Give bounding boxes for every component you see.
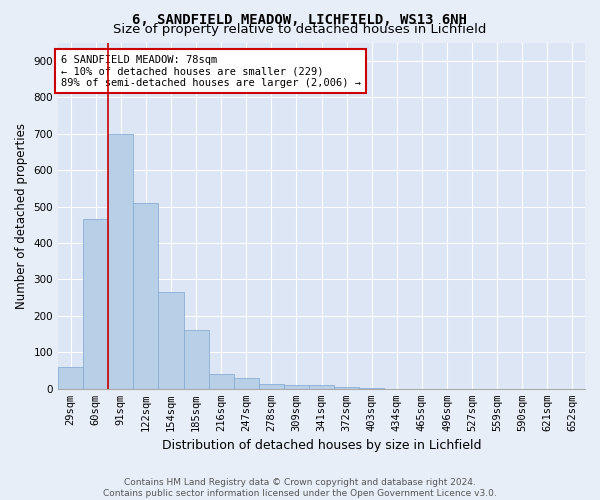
Bar	[108, 134, 133, 389]
Bar	[209, 374, 233, 389]
Bar	[158, 292, 184, 389]
Text: Contains HM Land Registry data © Crown copyright and database right 2024.
Contai: Contains HM Land Registry data © Crown c…	[103, 478, 497, 498]
Text: Size of property relative to detached houses in Lichfield: Size of property relative to detached ho…	[113, 22, 487, 36]
Bar	[233, 378, 259, 389]
Bar	[133, 203, 158, 389]
Y-axis label: Number of detached properties: Number of detached properties	[15, 122, 28, 308]
Text: 6 SANDFIELD MEADOW: 78sqm
← 10% of detached houses are smaller (229)
89% of semi: 6 SANDFIELD MEADOW: 78sqm ← 10% of detac…	[61, 54, 361, 88]
X-axis label: Distribution of detached houses by size in Lichfield: Distribution of detached houses by size …	[162, 440, 481, 452]
Bar	[334, 387, 359, 389]
Bar	[184, 330, 209, 389]
Bar	[58, 367, 83, 389]
Bar	[309, 385, 334, 389]
Bar	[259, 384, 284, 389]
Bar	[83, 220, 108, 389]
Bar	[284, 385, 309, 389]
Bar	[359, 388, 384, 389]
Text: 6, SANDFIELD MEADOW, LICHFIELD, WS13 6NH: 6, SANDFIELD MEADOW, LICHFIELD, WS13 6NH	[133, 12, 467, 26]
